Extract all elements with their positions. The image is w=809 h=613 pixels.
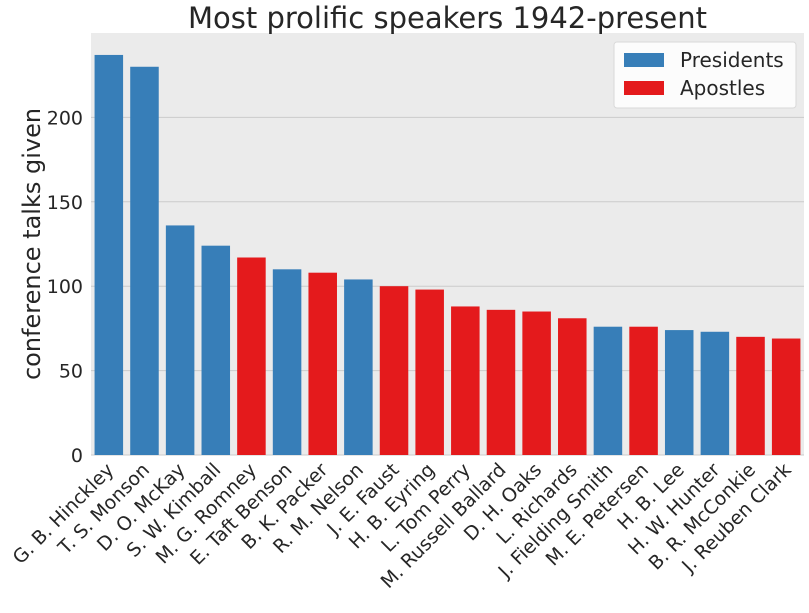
y-tick-label: 150 [47, 192, 83, 214]
bar [379, 286, 409, 455]
y-tick-label: 100 [47, 276, 83, 298]
bar [771, 338, 801, 455]
y-axis-label: conference talks given [18, 108, 46, 380]
y-tick-label: 200 [47, 107, 83, 129]
bar [201, 245, 231, 455]
bar [629, 326, 658, 455]
legend-label: Presidents [680, 48, 784, 72]
legend-swatch [624, 53, 664, 67]
bar [344, 279, 373, 455]
bar [272, 269, 302, 455]
bar [558, 318, 587, 455]
y-axis: 0 50 100 150 200 [47, 107, 83, 467]
bar [664, 330, 694, 455]
y-tick-label: 50 [59, 361, 83, 383]
bar [308, 272, 337, 455]
bar [700, 331, 730, 455]
y-tick-label: 0 [71, 445, 83, 467]
bar [94, 54, 124, 455]
chart-title: Most prolific speakers 1942-present [188, 1, 707, 35]
bar [736, 336, 765, 455]
bar [165, 225, 195, 455]
bar [130, 66, 159, 455]
bars [94, 54, 801, 455]
legend: Presidents Apostles [613, 41, 797, 109]
bar [522, 311, 551, 455]
bar [237, 257, 266, 455]
legend-label: Apostles [680, 76, 765, 100]
legend-swatch [624, 81, 664, 95]
bar [593, 326, 623, 455]
bar [451, 306, 480, 455]
bar [415, 289, 444, 455]
bar [486, 309, 516, 455]
